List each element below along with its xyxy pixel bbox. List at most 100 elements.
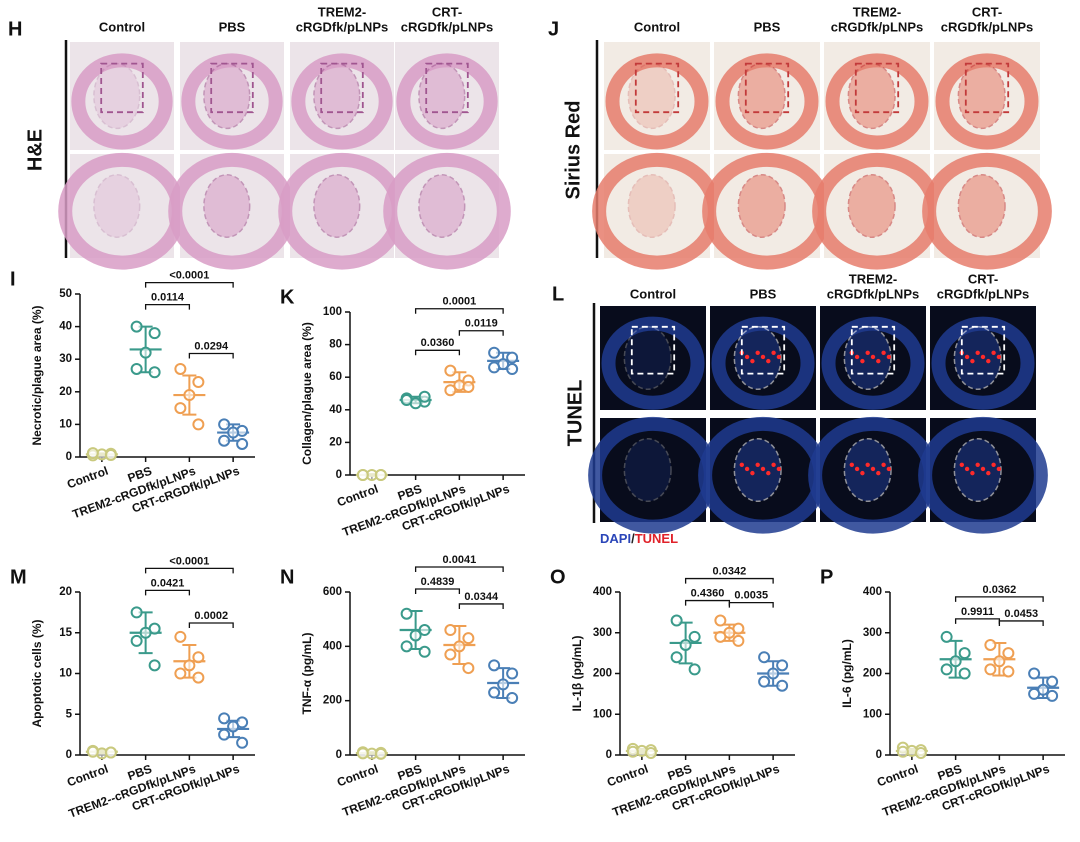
data-point (236, 437, 249, 450)
p-value: <0.0001 (169, 555, 209, 567)
p-value: 0.0041 (443, 554, 477, 566)
data-point (218, 728, 231, 741)
y-tick-label: 600 (323, 586, 342, 598)
data-point (400, 607, 413, 620)
tunel-signal (964, 466, 970, 472)
plaque (953, 438, 1002, 502)
data-point (688, 663, 701, 676)
y-tick-label: 0 (66, 451, 72, 463)
significance-bracket (144, 303, 191, 310)
data-point (488, 686, 501, 699)
tunel-signal (771, 462, 776, 467)
tunel-signal (996, 466, 1002, 472)
y-axis-label: TNF-α (pg/mL) (300, 632, 314, 714)
tunel-signal (975, 462, 980, 467)
panel-letter: H (8, 18, 22, 40)
tissue (715, 53, 819, 150)
data-point (940, 663, 953, 676)
legend-entry: / (631, 531, 635, 546)
p-value: 0.0421 (151, 577, 185, 589)
tunel-signal (986, 358, 991, 364)
y-axis-label: Apoptotic cells (%) (30, 619, 44, 727)
data-point (400, 640, 413, 653)
zoom-box (100, 62, 144, 114)
stain-legend: DAPI/TUNEL (600, 531, 678, 546)
data-point (679, 638, 692, 651)
data-point (488, 346, 501, 359)
column-label: PBS (219, 19, 246, 34)
column-label: TREM2- (853, 4, 901, 19)
data-point (506, 363, 519, 376)
data-point (192, 671, 205, 684)
x-tick-label: Control (65, 762, 110, 790)
tunel-signal (750, 470, 755, 476)
stain-label: Sirius Red (562, 101, 584, 200)
y-tick-label: 30 (59, 353, 72, 365)
data-point (418, 645, 431, 658)
data-point (993, 655, 1006, 668)
p-value: 0.0362 (983, 584, 1017, 596)
data-point (374, 469, 387, 481)
significance-bracket (414, 308, 504, 314)
data-point (758, 675, 771, 688)
y-axis-label: IL-1β (pg/mL) (570, 636, 584, 712)
data-point (488, 361, 501, 374)
data-point (767, 667, 780, 680)
tissue (601, 316, 705, 410)
tunel-signal (865, 350, 870, 355)
y-tick-label: 5 (66, 708, 73, 720)
y-tick-label: 40 (329, 404, 342, 416)
data-point (714, 614, 727, 627)
data-point (444, 624, 457, 637)
column-label: CRT- (432, 4, 462, 19)
plaque (733, 438, 782, 502)
data-point (626, 745, 639, 758)
y-tick-label: 300 (863, 627, 882, 639)
tunel-signal (744, 466, 750, 472)
panel-letter: O (550, 566, 566, 588)
tissue (821, 316, 925, 410)
data-point (148, 327, 161, 340)
y-tick-label: 10 (59, 418, 72, 430)
y-tick-label: 15 (59, 627, 72, 639)
tunel-signal (991, 350, 996, 355)
zoom-box (630, 325, 676, 375)
column-label: Control (634, 19, 680, 34)
tunel-signal (776, 354, 782, 360)
tunel-signal (986, 470, 991, 476)
data-point (139, 626, 152, 639)
tunel-signal (860, 358, 865, 364)
data-point (506, 667, 519, 680)
significance-bracket (998, 620, 1044, 626)
y-tick-label: 0 (876, 749, 882, 761)
data-point (174, 402, 187, 415)
y-tick-label: 0 (336, 469, 342, 481)
data-point (148, 366, 161, 379)
data-point (86, 745, 99, 758)
y-tick-label: 0 (66, 749, 72, 761)
tunel-signal (870, 354, 876, 360)
y-tick-label: 100 (323, 306, 342, 318)
p-value: 0.4839 (421, 576, 455, 588)
tissue (605, 53, 709, 150)
column-label: PBS (750, 286, 777, 301)
tunel-signal (766, 358, 771, 364)
data-point (1046, 689, 1059, 702)
tissue (711, 316, 815, 410)
significance-bracket (728, 601, 774, 608)
tunel-signal (876, 470, 881, 476)
tissue (935, 53, 1039, 150)
p-value: 0.9911 (961, 606, 994, 618)
zoom-box (425, 62, 469, 114)
significance-bracket (414, 566, 504, 573)
y-tick-label: 200 (863, 668, 882, 680)
data-point (218, 418, 231, 431)
data-point (758, 651, 771, 664)
y-tick-label: 300 (593, 627, 612, 639)
data-point (130, 362, 143, 375)
plaque (93, 174, 141, 238)
y-tick-label: 10 (59, 668, 72, 680)
tunel-signal (991, 462, 996, 467)
plaque (313, 174, 361, 238)
data-point (958, 667, 971, 680)
